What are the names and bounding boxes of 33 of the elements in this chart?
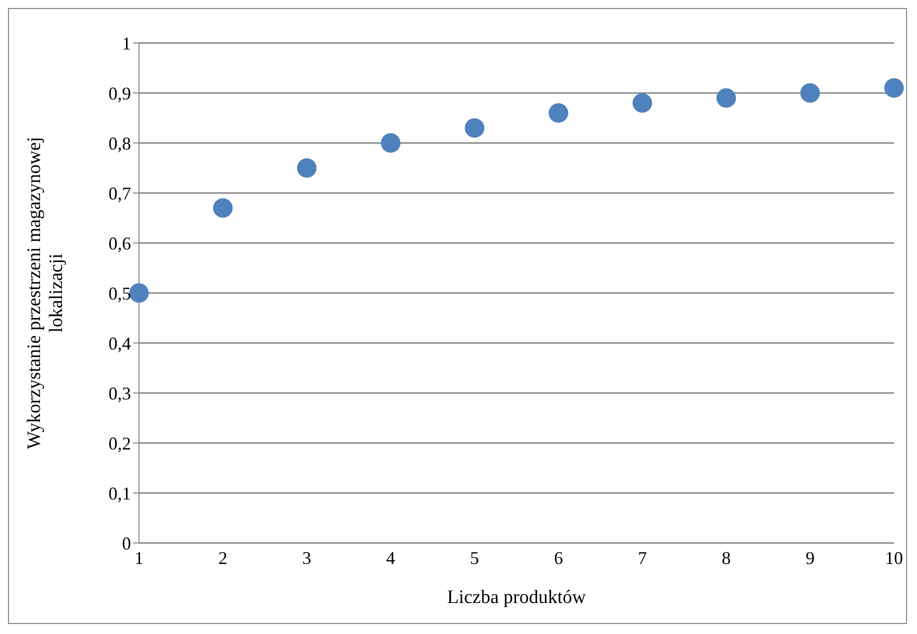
x-tick-label: 8 bbox=[722, 548, 731, 568]
y-tick-label: 0 bbox=[122, 533, 131, 554]
y-tick-label: 0,6 bbox=[108, 233, 131, 254]
y-tick-label: 0,5 bbox=[108, 283, 131, 304]
point bbox=[129, 283, 149, 303]
x-tick-label: 5 bbox=[470, 548, 480, 568]
y-tick-label: 0,9 bbox=[108, 83, 131, 104]
x-tick-label: 6 bbox=[554, 548, 563, 568]
y-tick-label: 0,8 bbox=[108, 133, 131, 154]
x-tick-label: 7 bbox=[638, 548, 647, 568]
point bbox=[716, 88, 736, 108]
y-tick-label: 0,1 bbox=[108, 483, 131, 504]
point bbox=[884, 78, 904, 98]
point bbox=[800, 83, 820, 103]
y-tick-label: 0,3 bbox=[108, 383, 131, 404]
x-tick-label: 2 bbox=[218, 548, 228, 568]
y-tick-label: 0,4 bbox=[108, 333, 131, 354]
x-tick-label: 9 bbox=[806, 548, 815, 568]
y-tick-label: 0,2 bbox=[108, 433, 131, 454]
y-tick-label: 0,7 bbox=[108, 183, 131, 204]
point bbox=[297, 158, 317, 178]
point bbox=[380, 133, 400, 153]
point bbox=[632, 93, 652, 113]
point bbox=[213, 198, 233, 218]
x-tick-label: 10 bbox=[885, 548, 903, 568]
y-tick-label: 1 bbox=[122, 33, 131, 54]
x-tick-label: 4 bbox=[386, 548, 396, 568]
x-tick-label: 1 bbox=[134, 548, 144, 568]
x-axis-title: Liczba produktów bbox=[447, 587, 586, 608]
point bbox=[548, 103, 568, 123]
y-axis-title: Wykorzystanie przestrzeni magazynowej lokalizacji bbox=[24, 136, 67, 450]
x-tick-label: 3 bbox=[302, 548, 312, 568]
point bbox=[464, 118, 484, 138]
